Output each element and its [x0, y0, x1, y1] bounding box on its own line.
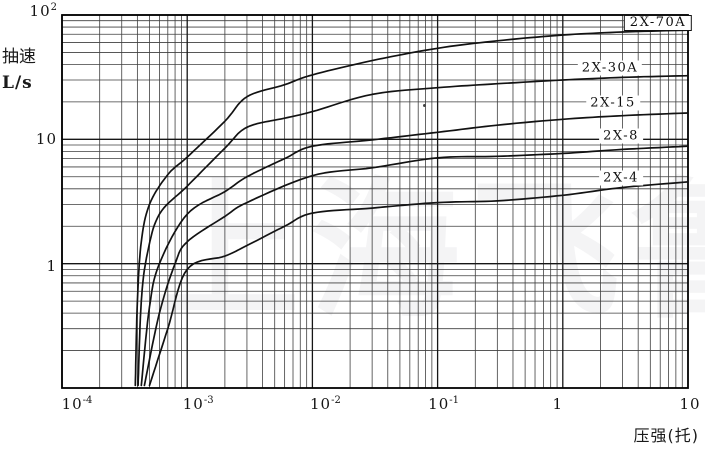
grid-minor-lines	[62, 15, 688, 388]
curve-2x-15	[140, 112, 688, 387]
curve-2x-70a	[134, 29, 688, 387]
y-axis-unit: L/s	[2, 73, 33, 94]
curve-2x-30a	[137, 74, 688, 387]
curves-group	[134, 29, 688, 387]
watermark: 上海飞鲁	[150, 165, 705, 339]
plot-border	[61, 14, 689, 389]
scan-speck	[423, 104, 426, 107]
curve-2x-8	[143, 145, 688, 387]
x-axis-title: 压强(托)	[633, 426, 699, 445]
y-axis-title-speed: 抽速	[2, 47, 36, 67]
y-axis-title: 抽速 L/s	[2, 44, 58, 97]
curve-2x-4	[148, 181, 688, 387]
